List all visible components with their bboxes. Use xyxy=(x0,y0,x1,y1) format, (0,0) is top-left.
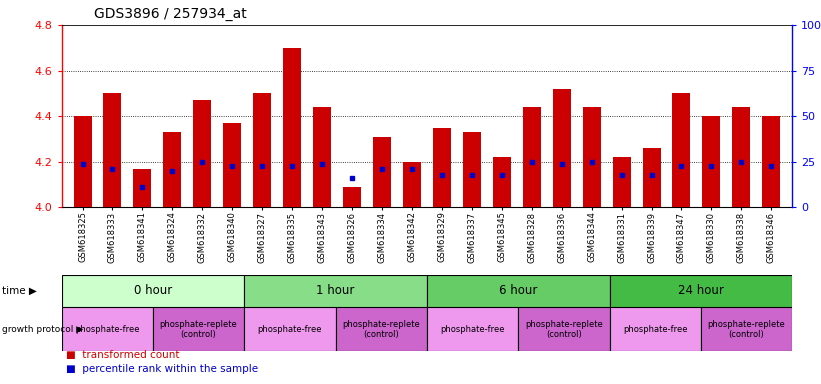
Text: phosphate-free: phosphate-free xyxy=(258,325,322,334)
Bar xyxy=(583,107,601,207)
Text: phosphate-replete
(control): phosphate-replete (control) xyxy=(160,319,237,339)
Bar xyxy=(153,307,245,351)
Bar xyxy=(612,157,631,207)
Bar xyxy=(283,48,301,207)
Bar xyxy=(343,187,361,207)
Text: phosphate-free: phosphate-free xyxy=(75,325,140,334)
Bar xyxy=(253,93,271,207)
Bar xyxy=(103,93,122,207)
Bar xyxy=(553,89,571,207)
Bar xyxy=(62,275,245,307)
Bar xyxy=(463,132,481,207)
Bar xyxy=(518,307,609,351)
Bar xyxy=(313,107,331,207)
Bar xyxy=(643,148,661,207)
Text: GDS3896 / 257934_at: GDS3896 / 257934_at xyxy=(94,7,247,21)
Text: phosphate-replete
(control): phosphate-replete (control) xyxy=(708,319,786,339)
Text: growth protocol ▶: growth protocol ▶ xyxy=(2,325,83,334)
Bar xyxy=(701,307,792,351)
Bar xyxy=(193,100,211,207)
Text: phosphate-free: phosphate-free xyxy=(623,325,687,334)
Bar xyxy=(245,275,427,307)
Bar xyxy=(74,116,91,207)
Text: 24 hour: 24 hour xyxy=(678,285,724,297)
Bar xyxy=(609,307,701,351)
Text: phosphate-free: phosphate-free xyxy=(440,325,505,334)
Text: ■  transformed count: ■ transformed count xyxy=(66,350,179,360)
Bar xyxy=(373,137,391,207)
Text: 0 hour: 0 hour xyxy=(134,285,172,297)
Bar xyxy=(403,162,421,207)
Text: ■  percentile rank within the sample: ■ percentile rank within the sample xyxy=(66,364,258,374)
Bar xyxy=(763,116,780,207)
Bar xyxy=(703,116,720,207)
Text: 6 hour: 6 hour xyxy=(499,285,538,297)
Bar xyxy=(134,169,151,207)
Bar xyxy=(223,123,241,207)
Bar xyxy=(523,107,541,207)
Bar xyxy=(163,132,181,207)
Bar xyxy=(609,275,792,307)
Text: 1 hour: 1 hour xyxy=(316,285,355,297)
Bar xyxy=(493,157,511,207)
Text: phosphate-replete
(control): phosphate-replete (control) xyxy=(525,319,603,339)
Text: phosphate-replete
(control): phosphate-replete (control) xyxy=(342,319,420,339)
Bar xyxy=(427,275,609,307)
Bar xyxy=(433,127,451,207)
Bar xyxy=(62,307,153,351)
Text: time ▶: time ▶ xyxy=(2,286,36,296)
Bar xyxy=(245,307,336,351)
Bar xyxy=(427,307,518,351)
Bar xyxy=(672,93,690,207)
Bar xyxy=(336,307,427,351)
Bar xyxy=(732,107,750,207)
